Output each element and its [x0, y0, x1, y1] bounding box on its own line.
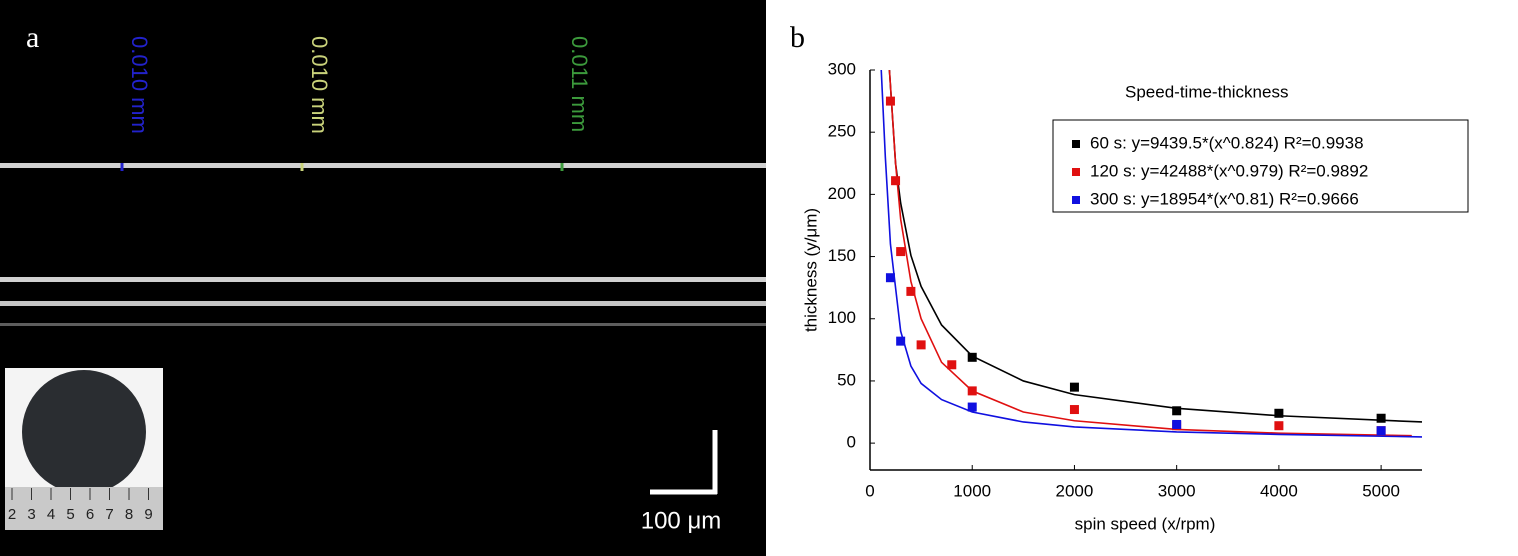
ruler-label: 2 — [8, 506, 16, 523]
legend-label: 120 s: y=42488*(x^0.979) R²=0.9892 — [1090, 161, 1368, 180]
data-point — [1376, 413, 1386, 423]
fiber — [0, 277, 766, 282]
y-tick-label: 0 — [847, 433, 856, 452]
data-point — [885, 273, 895, 283]
scale-bar-label: 100 μm — [641, 507, 722, 534]
ruler-label: 9 — [144, 506, 152, 523]
ruler-label: 4 — [47, 506, 55, 523]
x-tick-label: 5000 — [1362, 481, 1400, 500]
y-tick-label: 150 — [828, 246, 856, 265]
data-point — [916, 340, 926, 350]
data-point — [967, 402, 977, 412]
legend-swatch — [1072, 168, 1080, 176]
ruler-label: 7 — [105, 506, 113, 523]
ruler-label: 5 — [66, 506, 74, 523]
measurement-label: 0.011 mm — [567, 36, 592, 132]
data-point — [1069, 382, 1079, 392]
ruler-label: 3 — [27, 506, 35, 523]
data-point — [1172, 419, 1182, 429]
data-point — [1274, 408, 1284, 418]
y-tick-label: 200 — [828, 184, 856, 203]
data-point — [896, 336, 906, 346]
data-point — [891, 176, 901, 186]
x-tick-label: 1000 — [953, 481, 991, 500]
measurement-label: 0.010 mm — [127, 36, 152, 134]
panel-label: a — [26, 21, 39, 54]
data-point — [967, 386, 977, 396]
y-tick-label: 300 — [828, 59, 856, 78]
legend-label: 60 s: y=9439.5*(x^0.824) R²=0.9938 — [1090, 133, 1364, 152]
y-axis-label: thickness (y/μm) — [801, 208, 820, 332]
panel-label: b — [790, 21, 805, 54]
data-point — [1376, 426, 1386, 436]
y-tick-label: 250 — [828, 122, 856, 141]
ruler-label: 6 — [86, 506, 94, 523]
scale-bar — [650, 430, 718, 495]
data-point — [967, 352, 977, 362]
legend-swatch — [1072, 196, 1080, 204]
data-point — [1069, 405, 1079, 415]
data-point — [947, 360, 957, 370]
legend-swatch — [1072, 140, 1080, 148]
fiber — [0, 301, 766, 306]
legend — [1052, 119, 1469, 213]
fit-line — [888, 70, 1422, 423]
fiber — [0, 163, 766, 168]
data-point — [885, 96, 895, 106]
data-point — [896, 247, 906, 257]
y-tick-label: 50 — [837, 370, 856, 389]
inset-photo — [5, 368, 163, 530]
x-tick-label: 2000 — [1056, 481, 1094, 500]
data-point — [1172, 406, 1182, 416]
ruler-label: 8 — [125, 506, 133, 523]
wafer — [22, 370, 146, 494]
data-point — [906, 286, 916, 296]
fit-line — [880, 70, 1422, 438]
chart-title: Speed-time-thickness — [1125, 82, 1288, 101]
x-tick-label: 4000 — [1260, 481, 1298, 500]
x-axis-label: spin speed (x/rpm) — [1075, 514, 1216, 533]
legend-label: 300 s: y=18954*(x^0.81) R²=0.9666 — [1090, 189, 1359, 208]
y-tick-label: 100 — [828, 308, 856, 327]
measurement-label: 0.010 mm — [307, 36, 332, 134]
fit-line — [888, 70, 1412, 437]
fiber — [0, 323, 766, 326]
fibers — [0, 163, 766, 326]
x-tick-label: 0 — [865, 481, 874, 500]
data-point — [1274, 421, 1284, 431]
x-tick-label: 3000 — [1158, 481, 1196, 500]
